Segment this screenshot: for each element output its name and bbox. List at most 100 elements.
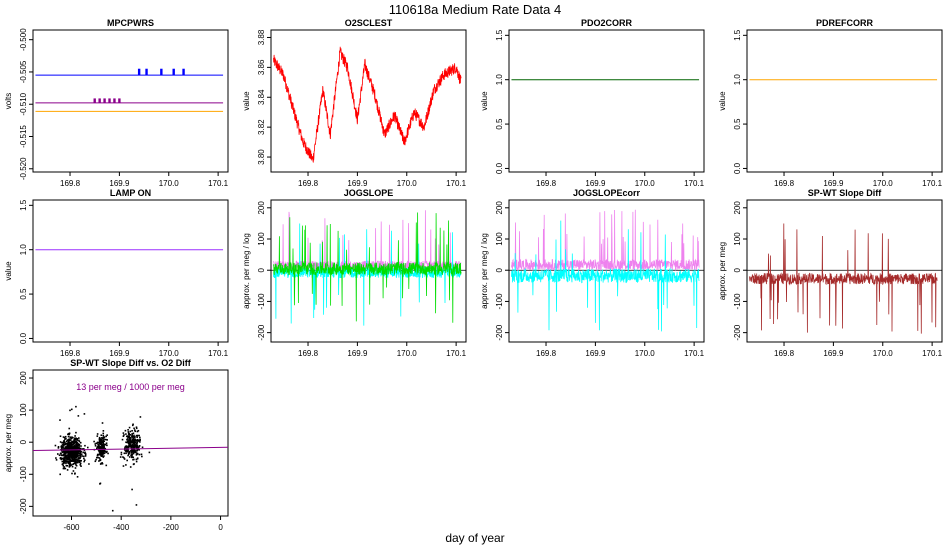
series-line [273, 46, 462, 163]
scatter-point [65, 455, 67, 458]
series-spike [113, 98, 116, 103]
scatter-point [101, 440, 104, 442]
scatter-point [132, 442, 135, 445]
scatter-point [67, 433, 70, 435]
scatter-point [125, 464, 127, 466]
chart-panel-pdrefcorr: PDREFCORR value 169.8 169.9 170.0 170.1 0.0 0.5… [718, 18, 943, 188]
chart-title: PDO2CORR [581, 18, 633, 28]
scatter-point [80, 459, 82, 462]
x-tick-label: 170.0 [873, 179, 894, 188]
y-tick-label: -0.515 [19, 125, 28, 148]
scatter-point [65, 451, 67, 453]
y-tick-label: 0 [733, 267, 742, 272]
scatter-point [95, 442, 98, 445]
scatter-point [75, 464, 78, 467]
scatter-point [62, 444, 65, 446]
x-tick-label: 169.9 [109, 179, 130, 188]
scatter-point [128, 426, 131, 429]
scatter-point [63, 460, 65, 462]
scatter-point [68, 448, 71, 450]
scatter-point [78, 461, 81, 464]
scatter-point [84, 444, 86, 447]
scatter-point [80, 445, 82, 447]
y-tick-label: -0.500 [19, 28, 28, 51]
scatter-point [128, 443, 131, 446]
scatter-point [72, 453, 74, 455]
scatter-point [66, 443, 68, 445]
scatter-point [63, 465, 65, 468]
scatter-point [83, 449, 86, 452]
scatter-point [78, 445, 80, 448]
scatter-point [69, 444, 71, 446]
scatter-point [131, 434, 133, 437]
scatter-point [62, 464, 65, 467]
plot-area [271, 210, 466, 326]
scatter-point [99, 449, 101, 451]
scatter-point [134, 444, 137, 446]
scatter-point [64, 455, 66, 458]
scatter-point [61, 448, 63, 451]
scatter-point [99, 443, 102, 446]
scatter-point [78, 459, 81, 462]
scatter-point [105, 451, 108, 454]
scatter-point [74, 467, 77, 469]
scatter-point [136, 430, 139, 433]
scatter-point [69, 461, 71, 463]
scatter-point [133, 458, 135, 461]
scatter-point [97, 444, 100, 446]
scatter-point [59, 435, 62, 438]
scatter-point [67, 460, 70, 463]
series-line [749, 223, 938, 334]
scatter-point [98, 447, 100, 450]
scatter-point [79, 456, 82, 458]
scatter-point [61, 451, 64, 454]
scatter-point [98, 460, 100, 462]
scatter-point [130, 451, 133, 454]
scatter-point [94, 444, 97, 447]
scatter-point [71, 441, 74, 444]
scatter-point [99, 454, 102, 456]
scatter-point [75, 444, 78, 446]
scatter-point [75, 431, 77, 434]
scatter-point [128, 432, 130, 435]
scatter-point [60, 449, 63, 452]
scatter-point [68, 438, 71, 440]
scatter-point [99, 452, 101, 455]
scatter-point [102, 444, 104, 447]
scatter-point [70, 445, 73, 447]
scatter-point [135, 434, 138, 437]
plot-frame [508, 29, 705, 173]
scatter-point [78, 460, 81, 463]
scatter-point [79, 447, 82, 450]
scatter-point [63, 450, 65, 453]
scatter-point [100, 434, 103, 437]
y-tick-label: 100 [19, 403, 28, 417]
scatter-point [65, 459, 68, 461]
scatter-point [65, 460, 67, 463]
scatter-point [67, 438, 70, 441]
scatter-point [72, 436, 74, 439]
y-tick-label: -200 [19, 498, 28, 515]
scatter-point [129, 446, 132, 448]
y-tick-label: 3.86 [257, 59, 266, 75]
scatter-point [134, 449, 136, 452]
scatter-point [78, 444, 80, 447]
scatter-point [74, 449, 77, 452]
scatter-point [127, 453, 130, 456]
scatter-point [75, 440, 78, 443]
scatter-point [80, 453, 83, 456]
scatter-point [99, 446, 102, 448]
scatter-point [66, 445, 68, 447]
scatter-point [127, 431, 130, 433]
scatter-point [122, 435, 125, 437]
scatter-point [76, 476, 79, 478]
scatter-point [72, 455, 74, 458]
scatter-point [131, 456, 133, 459]
scatter-point [60, 458, 63, 461]
scatter-point [83, 448, 85, 450]
x-tick-label: 169.8 [774, 349, 795, 358]
x-tick-label: -400 [113, 523, 130, 532]
scatter-point [70, 439, 72, 441]
scatter-point [122, 456, 124, 458]
y-tick-label: 200 [19, 371, 28, 385]
